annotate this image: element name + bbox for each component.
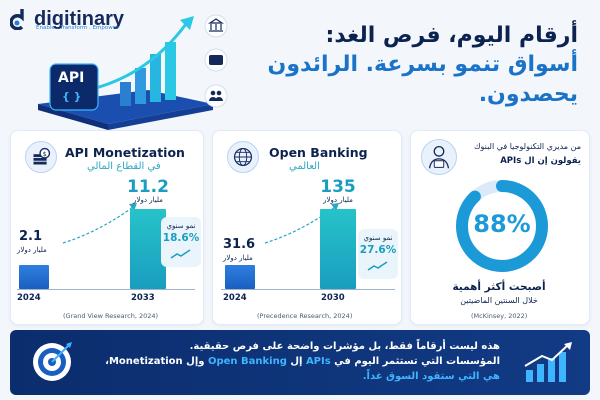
card2-source: (Precedence Research, 2024) (257, 312, 353, 320)
footer-apis: APIs (305, 356, 331, 367)
card-api-monetization: $ API Monetization في القطاع المالي 2.1 … (10, 130, 204, 325)
percent-ring-arc (456, 180, 548, 272)
footer-open-banking: Open Banking (207, 356, 287, 367)
card1-bar-2033 (130, 209, 166, 289)
api-box-braces: { } (62, 90, 82, 103)
headline: أرقام اليوم، فرص الغد: أسواق تنمو بسرعة.… (248, 22, 578, 110)
card1-growth-label: نمو سنوي (166, 222, 196, 230)
card3-top-line1: من مديري التكنولوجيا في البنوك (473, 142, 581, 151)
card1-source: (Grand View Research, 2024) (63, 312, 159, 320)
card-open-banking: Open Banking العالمي 31.6 مليار دولار 13… (212, 130, 402, 325)
card1-bar2-unit: مليار دولار (133, 196, 163, 204)
footer-banner: هذه ليست أرقاماً فقط، بل مؤشرات واضحة عل… (10, 330, 590, 395)
card3-source: (McKinsey, 2022) (471, 312, 528, 320)
tech-manager-icon (421, 139, 457, 175)
footer-line2: المؤسسات التي تستثمر اليوم في APIs إل Op… (90, 354, 500, 369)
card1-trend-arrow (62, 203, 137, 244)
card1-year-2024: 2024 (17, 293, 41, 303)
footer-line2-a: المؤسسات التي تستثمر اليوم في (330, 356, 500, 367)
growth-chart-icon (367, 261, 388, 271)
card1-axis (17, 289, 195, 290)
card2-bar-2030 (320, 209, 356, 289)
logo-mark-icon (10, 9, 24, 30)
card1-bar1-unit: مليار دولار (17, 246, 47, 254)
card1-subtitle: في القطاع المالي (87, 161, 161, 172)
card1-bar2-value: 11.2 (127, 177, 169, 197)
brand-logo[interactable]: digitinary (10, 8, 124, 30)
card2-year-2030: 2030 (321, 293, 345, 303)
card2-growth-label: نمو سنوي (363, 234, 393, 242)
card1-bar-2024 (19, 265, 49, 289)
bank-globe-icon (227, 141, 259, 173)
card1-bar1-value: 2.1 (19, 229, 43, 244)
card1-year-2033: 2033 (131, 293, 155, 303)
headline-line2: أسواق تنمو بسرعة. الرائدون يحصدون. (267, 52, 578, 107)
svg-text:$: $ (43, 150, 47, 158)
footer-line2-c: وإل Monetization، (105, 356, 208, 367)
footer-text: هذه ليست أرقاماً فقط، بل مؤشرات واضحة عل… (90, 339, 500, 384)
card2-year-2024: 2024 (223, 293, 247, 303)
brand-tagline: Enable . Transform . Empower (36, 25, 119, 31)
card1-growth-badge: نمو سنوي 18.6% (161, 217, 201, 267)
card2-bar2-unit: مليار دولار (323, 196, 353, 204)
card3-bottom-line1: أصبحت أكثر أهمية (452, 281, 546, 293)
card-tech-managers: من مديري التكنولوجيا في البنوك يقولون إن… (410, 130, 590, 325)
card3-top-line2: يقولون إن ال APIs (500, 156, 581, 166)
footer-line2-b: إل (286, 356, 306, 367)
card2-bar-2024 (225, 265, 255, 289)
card2-bar1-unit: مليار دولار (223, 254, 253, 262)
card2-growth-badge: نمو سنوي 27.6% (358, 229, 398, 279)
headline-line1: أرقام اليوم، فرص الغد: (325, 23, 578, 48)
card2-growth-value: 27.6% (359, 244, 397, 256)
card2-title: Open Banking (269, 145, 368, 160)
card1-title: API Monetization (65, 145, 185, 160)
growth-bars-icon (524, 342, 572, 382)
card3-bottom-line2: خلال السنتين الماضيتين (460, 296, 538, 305)
growth-chart-icon (170, 249, 191, 259)
footer-line1: هذه ليست أرقاماً فقط، بل مؤشرات واضحة عل… (189, 341, 500, 352)
card2-subtitle: العالمي (289, 161, 320, 172)
target-icon (33, 342, 72, 381)
footer-line3: هي التي ستقود السوق غداً. (362, 371, 500, 382)
percent-ring: 88% (452, 176, 552, 276)
card2-bar2-value: 135 (320, 177, 356, 197)
card1-growth-value: 18.6% (162, 232, 200, 244)
money-stack-icon: $ (25, 141, 57, 173)
percent-value: 88% (473, 210, 531, 238)
card2-axis (221, 289, 395, 290)
card2-bar1-value: 31.6 (223, 237, 256, 252)
brand-name: digitinary (34, 8, 125, 30)
api-box-label: API (58, 70, 85, 86)
header: digitinary Enable . Transform . Empower … (0, 0, 600, 130)
hero-illustration (38, 14, 228, 130)
